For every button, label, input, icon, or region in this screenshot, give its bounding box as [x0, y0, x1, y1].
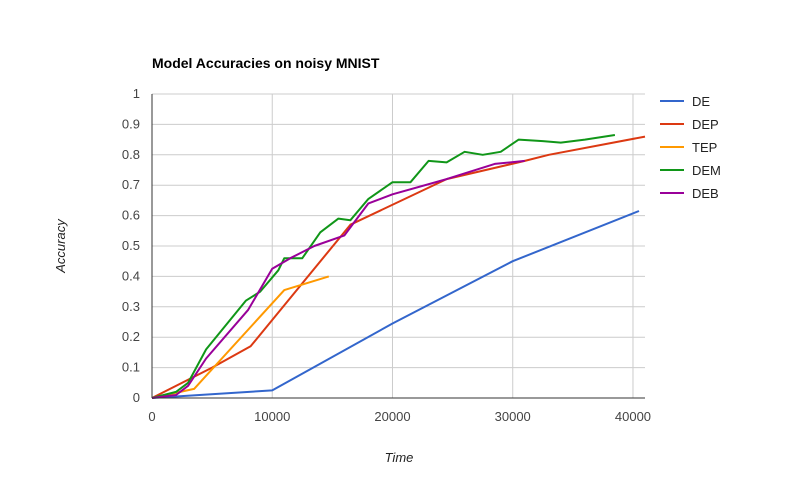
- y-tick-label: 0.9: [122, 116, 140, 131]
- legend: DE DEP TEP DEM DEB: [660, 94, 721, 201]
- chart-title: Model Accuracies on noisy MNIST: [152, 55, 380, 71]
- y-tick-label: 0.3: [122, 299, 140, 314]
- legend-label: TEP: [692, 140, 717, 155]
- y-tick-label: 0.4: [122, 268, 140, 283]
- legend-label: DEP: [692, 117, 719, 132]
- legend-label: DE: [692, 94, 710, 109]
- x-axis-label: Time: [385, 450, 414, 465]
- legend-label: DEM: [692, 163, 721, 178]
- legend-item-de: DE: [660, 94, 710, 109]
- series-line-deb: [151, 159, 525, 399]
- series-line-de: [151, 210, 640, 399]
- x-tick-label: 20000: [374, 409, 410, 424]
- x-tick-label: 30000: [495, 409, 531, 424]
- x-tick-label: 40000: [615, 409, 651, 424]
- series-line-dem: [151, 134, 616, 399]
- series-line-dep: [151, 135, 646, 399]
- y-tick-label: 0.8: [122, 147, 140, 162]
- legend-label: DEB: [692, 186, 719, 201]
- y-tick-label: 0.6: [122, 208, 140, 223]
- legend-item-dep: DEP: [660, 117, 719, 132]
- legend-item-tep: TEP: [660, 140, 717, 155]
- y-axis-label: Accuracy: [53, 218, 68, 274]
- grid: [152, 93, 645, 398]
- y-tick-label: 1: [133, 86, 140, 101]
- y-tick-label: 0.7: [122, 177, 140, 192]
- series-lines: [151, 134, 646, 399]
- legend-item-dem: DEM: [660, 163, 721, 178]
- y-tick-label: 0.2: [122, 329, 140, 344]
- x-tick-label: 0: [148, 409, 155, 424]
- y-tick-label: 0.5: [122, 238, 140, 253]
- legend-item-deb: DEB: [660, 186, 719, 201]
- x-axis-ticks: 0 10000 20000 30000 40000: [148, 409, 651, 424]
- y-tick-label: 0: [133, 390, 140, 405]
- y-tick-label: 0.1: [122, 360, 140, 375]
- y-axis-ticks: 0 0.1 0.2 0.3 0.4 0.5 0.6 0.7 0.8 0.9 1: [122, 86, 140, 405]
- x-tick-label: 10000: [254, 409, 290, 424]
